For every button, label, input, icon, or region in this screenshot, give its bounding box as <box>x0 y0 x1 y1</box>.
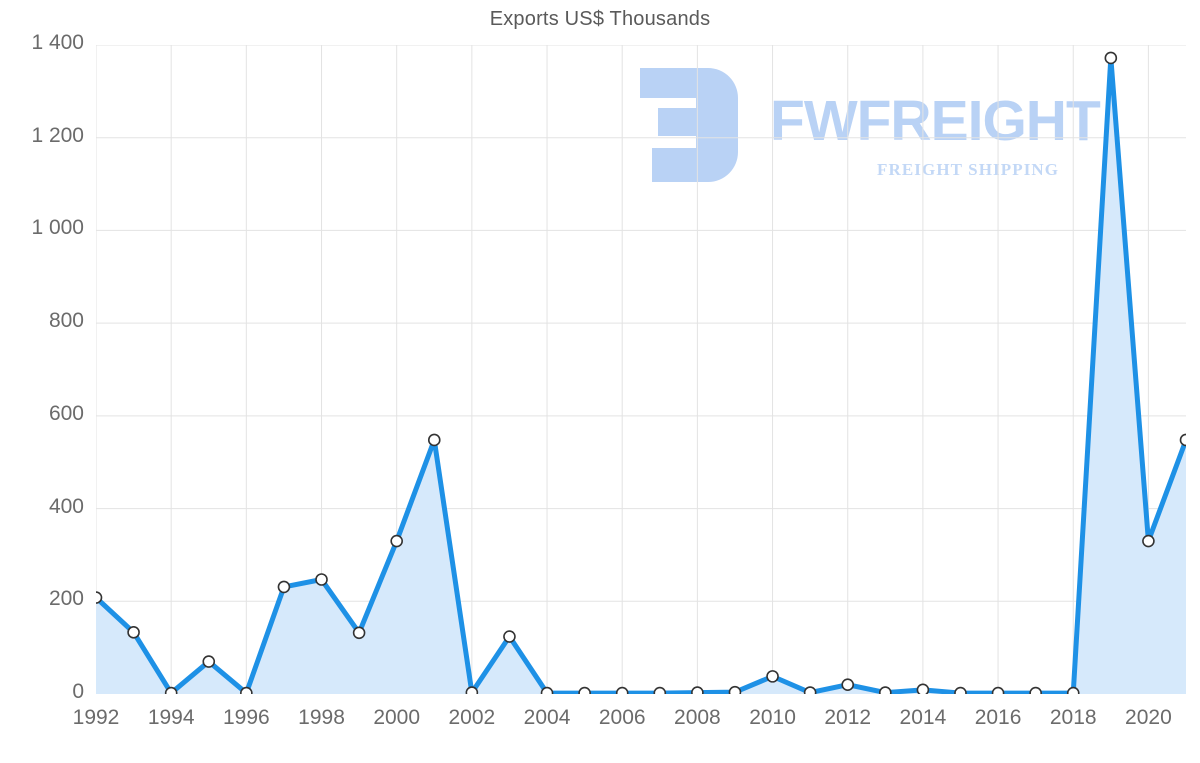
data-point-marker[interactable] <box>691 686 704 694</box>
y-axis-tick-label: 800 <box>48 309 84 333</box>
data-point-marker[interactable] <box>352 626 366 640</box>
y-axis-tick-label: 1 000 <box>31 216 84 240</box>
chart-svg <box>96 45 1186 694</box>
x-axis-tick-label: 2012 <box>824 706 872 729</box>
data-point-marker[interactable] <box>277 580 291 594</box>
grid-lines <box>96 45 1186 694</box>
data-point-marker[interactable] <box>540 686 554 694</box>
y-axis-tick-label: 1 400 <box>31 31 84 54</box>
data-point-marker[interactable] <box>653 686 667 694</box>
data-point-marker[interactable] <box>615 686 629 694</box>
data-point-marker[interactable] <box>96 591 103 604</box>
x-axis-tick-label: 2004 <box>523 706 571 729</box>
y-axis-tick-label: 200 <box>48 587 84 611</box>
data-point-marker[interactable] <box>1179 433 1187 447</box>
x-axis-tick-label: 2008 <box>674 706 721 729</box>
y-axis-tick-label: 1 200 <box>31 123 84 147</box>
data-point-marker[interactable] <box>1104 51 1118 65</box>
data-point-marker[interactable] <box>202 655 216 668</box>
data-point-marker[interactable] <box>315 573 328 586</box>
data-point-marker[interactable] <box>916 683 930 694</box>
y-axis-tick-labels: 0 200 400 600 800 1 000 1 200 1 400 <box>0 0 84 763</box>
data-point-marker[interactable] <box>578 686 591 694</box>
data-point-marker[interactable] <box>841 678 855 692</box>
x-axis-tick-label: 2000 <box>373 706 421 729</box>
data-point-marker[interactable] <box>991 686 1005 694</box>
x-axis-tick-label: 2014 <box>899 706 947 729</box>
data-point-marker[interactable] <box>803 686 817 694</box>
data-point-marker[interactable] <box>465 686 479 694</box>
plot-area <box>96 45 1186 694</box>
x-axis-tick-label: 1998 <box>298 706 345 729</box>
data-point-marker[interactable] <box>879 686 892 694</box>
data-point-marker[interactable] <box>728 685 742 694</box>
y-axis-tick-label: 600 <box>48 401 84 425</box>
data-point-marker[interactable] <box>766 670 779 683</box>
x-axis-tick-label: 2002 <box>448 706 496 729</box>
x-axis-tick-label: 2010 <box>749 706 796 729</box>
x-axis-tick-label: 2020 <box>1125 706 1172 729</box>
x-axis-tick-label: 2018 <box>1049 706 1097 729</box>
data-point-marker[interactable] <box>1029 686 1042 694</box>
y-axis-tick-label: 400 <box>48 494 84 518</box>
data-markers <box>96 51 1187 694</box>
data-point-marker[interactable] <box>390 534 403 548</box>
y-axis-tick-label: 0 <box>72 680 84 703</box>
x-axis-tick-label: 1994 <box>147 706 195 729</box>
data-point-marker[interactable] <box>503 630 516 643</box>
data-point-marker[interactable] <box>427 433 441 447</box>
x-axis-tick-label: 2016 <box>974 706 1022 729</box>
data-point-marker[interactable] <box>954 686 967 694</box>
data-point-marker[interactable] <box>1066 686 1080 694</box>
data-point-marker[interactable] <box>240 686 253 694</box>
x-axis-tick-label: 1996 <box>222 706 270 729</box>
data-point-marker[interactable] <box>127 626 140 639</box>
data-point-marker[interactable] <box>164 686 178 694</box>
data-point-marker[interactable] <box>1142 534 1155 548</box>
x-axis-tick-label: 2006 <box>598 706 646 729</box>
x-axis-tick-label: 1992 <box>72 706 120 729</box>
chart-title: Exports US$ Thousands <box>489 8 711 30</box>
